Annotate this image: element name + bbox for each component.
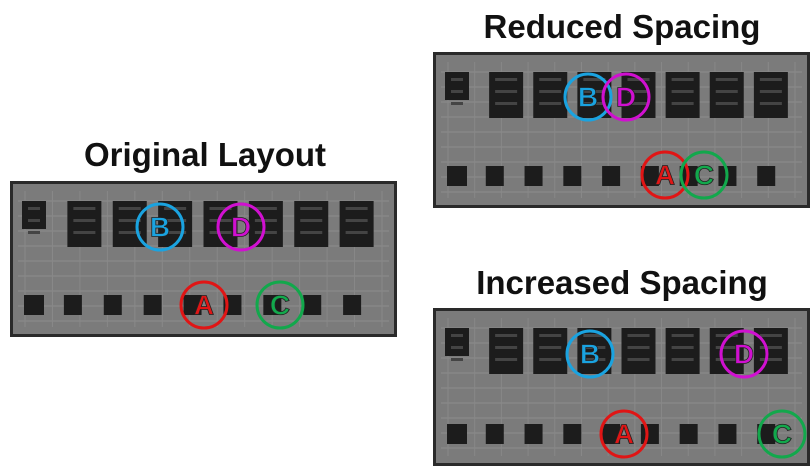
- cell-via: [760, 346, 782, 349]
- marker-label: B: [578, 82, 598, 113]
- cell-via: [672, 90, 694, 93]
- cell-block: [104, 295, 122, 315]
- cell-block: [22, 201, 46, 229]
- marker-label: C: [772, 419, 792, 450]
- cell-via: [451, 358, 463, 361]
- marker-label: B: [580, 339, 600, 370]
- cell-block: [563, 166, 581, 186]
- cell-via: [539, 334, 561, 337]
- cell-via: [255, 219, 277, 222]
- cell-via: [300, 231, 322, 234]
- diagram: BDACOriginal LayoutBDACReduced SpacingBD…: [0, 0, 811, 467]
- cell-via: [760, 90, 782, 93]
- cell-via: [672, 102, 694, 105]
- cell-via: [539, 358, 561, 361]
- cell-via: [539, 102, 561, 105]
- cell-via: [760, 358, 782, 361]
- cell-block: [24, 295, 44, 315]
- marker-label: D: [734, 339, 754, 370]
- cell-via: [28, 207, 40, 210]
- panel-title: Increased Spacing: [476, 264, 768, 301]
- cell-via: [760, 102, 782, 105]
- cell-block: [64, 295, 82, 315]
- marker-label: D: [616, 82, 636, 113]
- cell-via: [451, 102, 463, 105]
- marker-label: A: [655, 160, 675, 191]
- cell-block: [680, 424, 698, 444]
- cell-via: [628, 346, 650, 349]
- cell-block: [525, 424, 543, 444]
- cell-via: [495, 346, 517, 349]
- cell-block: [144, 295, 162, 315]
- cell-via: [451, 334, 463, 337]
- cell-via: [346, 219, 368, 222]
- marker-label: C: [694, 160, 714, 191]
- cell-block: [445, 72, 469, 100]
- cell-via: [760, 334, 782, 337]
- cell-via: [73, 207, 95, 210]
- marker-label: A: [194, 290, 214, 321]
- cell-via: [300, 219, 322, 222]
- cell-via: [451, 346, 463, 349]
- cell-block: [602, 166, 620, 186]
- cell-via: [495, 334, 517, 337]
- cell-via: [716, 90, 738, 93]
- cell-via: [539, 346, 561, 349]
- marker-label: D: [231, 212, 251, 243]
- cell-block: [447, 424, 467, 444]
- cell-via: [628, 334, 650, 337]
- cell-via: [672, 358, 694, 361]
- cell-via: [672, 334, 694, 337]
- panel-title: Reduced Spacing: [484, 8, 761, 45]
- cell-via: [539, 78, 561, 81]
- marker-label: C: [270, 290, 290, 321]
- cell-via: [760, 78, 782, 81]
- cell-via: [451, 78, 463, 81]
- cell-block: [641, 424, 659, 444]
- cell-via: [119, 207, 141, 210]
- cell-block: [343, 295, 361, 315]
- cell-block: [525, 166, 543, 186]
- cell-via: [495, 102, 517, 105]
- cell-via: [716, 102, 738, 105]
- cell-via: [28, 219, 40, 222]
- cell-via: [73, 231, 95, 234]
- cell-via: [28, 231, 40, 234]
- cell-via: [73, 219, 95, 222]
- cell-via: [495, 90, 517, 93]
- cell-via: [255, 231, 277, 234]
- cell-block: [303, 295, 321, 315]
- cell-block: [447, 166, 467, 186]
- cell-block: [563, 424, 581, 444]
- cell-via: [539, 90, 561, 93]
- cell-via: [451, 90, 463, 93]
- layout-panel: B D A C: [12, 183, 396, 336]
- marker-label: B: [150, 212, 170, 243]
- cell-via: [300, 207, 322, 210]
- cell-via: [346, 231, 368, 234]
- layout-panel: BD AC: [435, 54, 809, 207]
- cell-block: [486, 424, 504, 444]
- cell-via: [346, 207, 368, 210]
- cell-block: [718, 424, 736, 444]
- layout-panel: B D A C: [435, 310, 809, 465]
- cell-via: [628, 358, 650, 361]
- panel-title: Original Layout: [84, 136, 326, 173]
- cell-via: [495, 358, 517, 361]
- cell-block: [757, 166, 775, 186]
- cell-via: [672, 78, 694, 81]
- cell-via: [495, 78, 517, 81]
- cell-block: [486, 166, 504, 186]
- marker-label: A: [614, 419, 634, 450]
- cell-via: [672, 346, 694, 349]
- cell-via: [716, 78, 738, 81]
- cell-block: [445, 328, 469, 356]
